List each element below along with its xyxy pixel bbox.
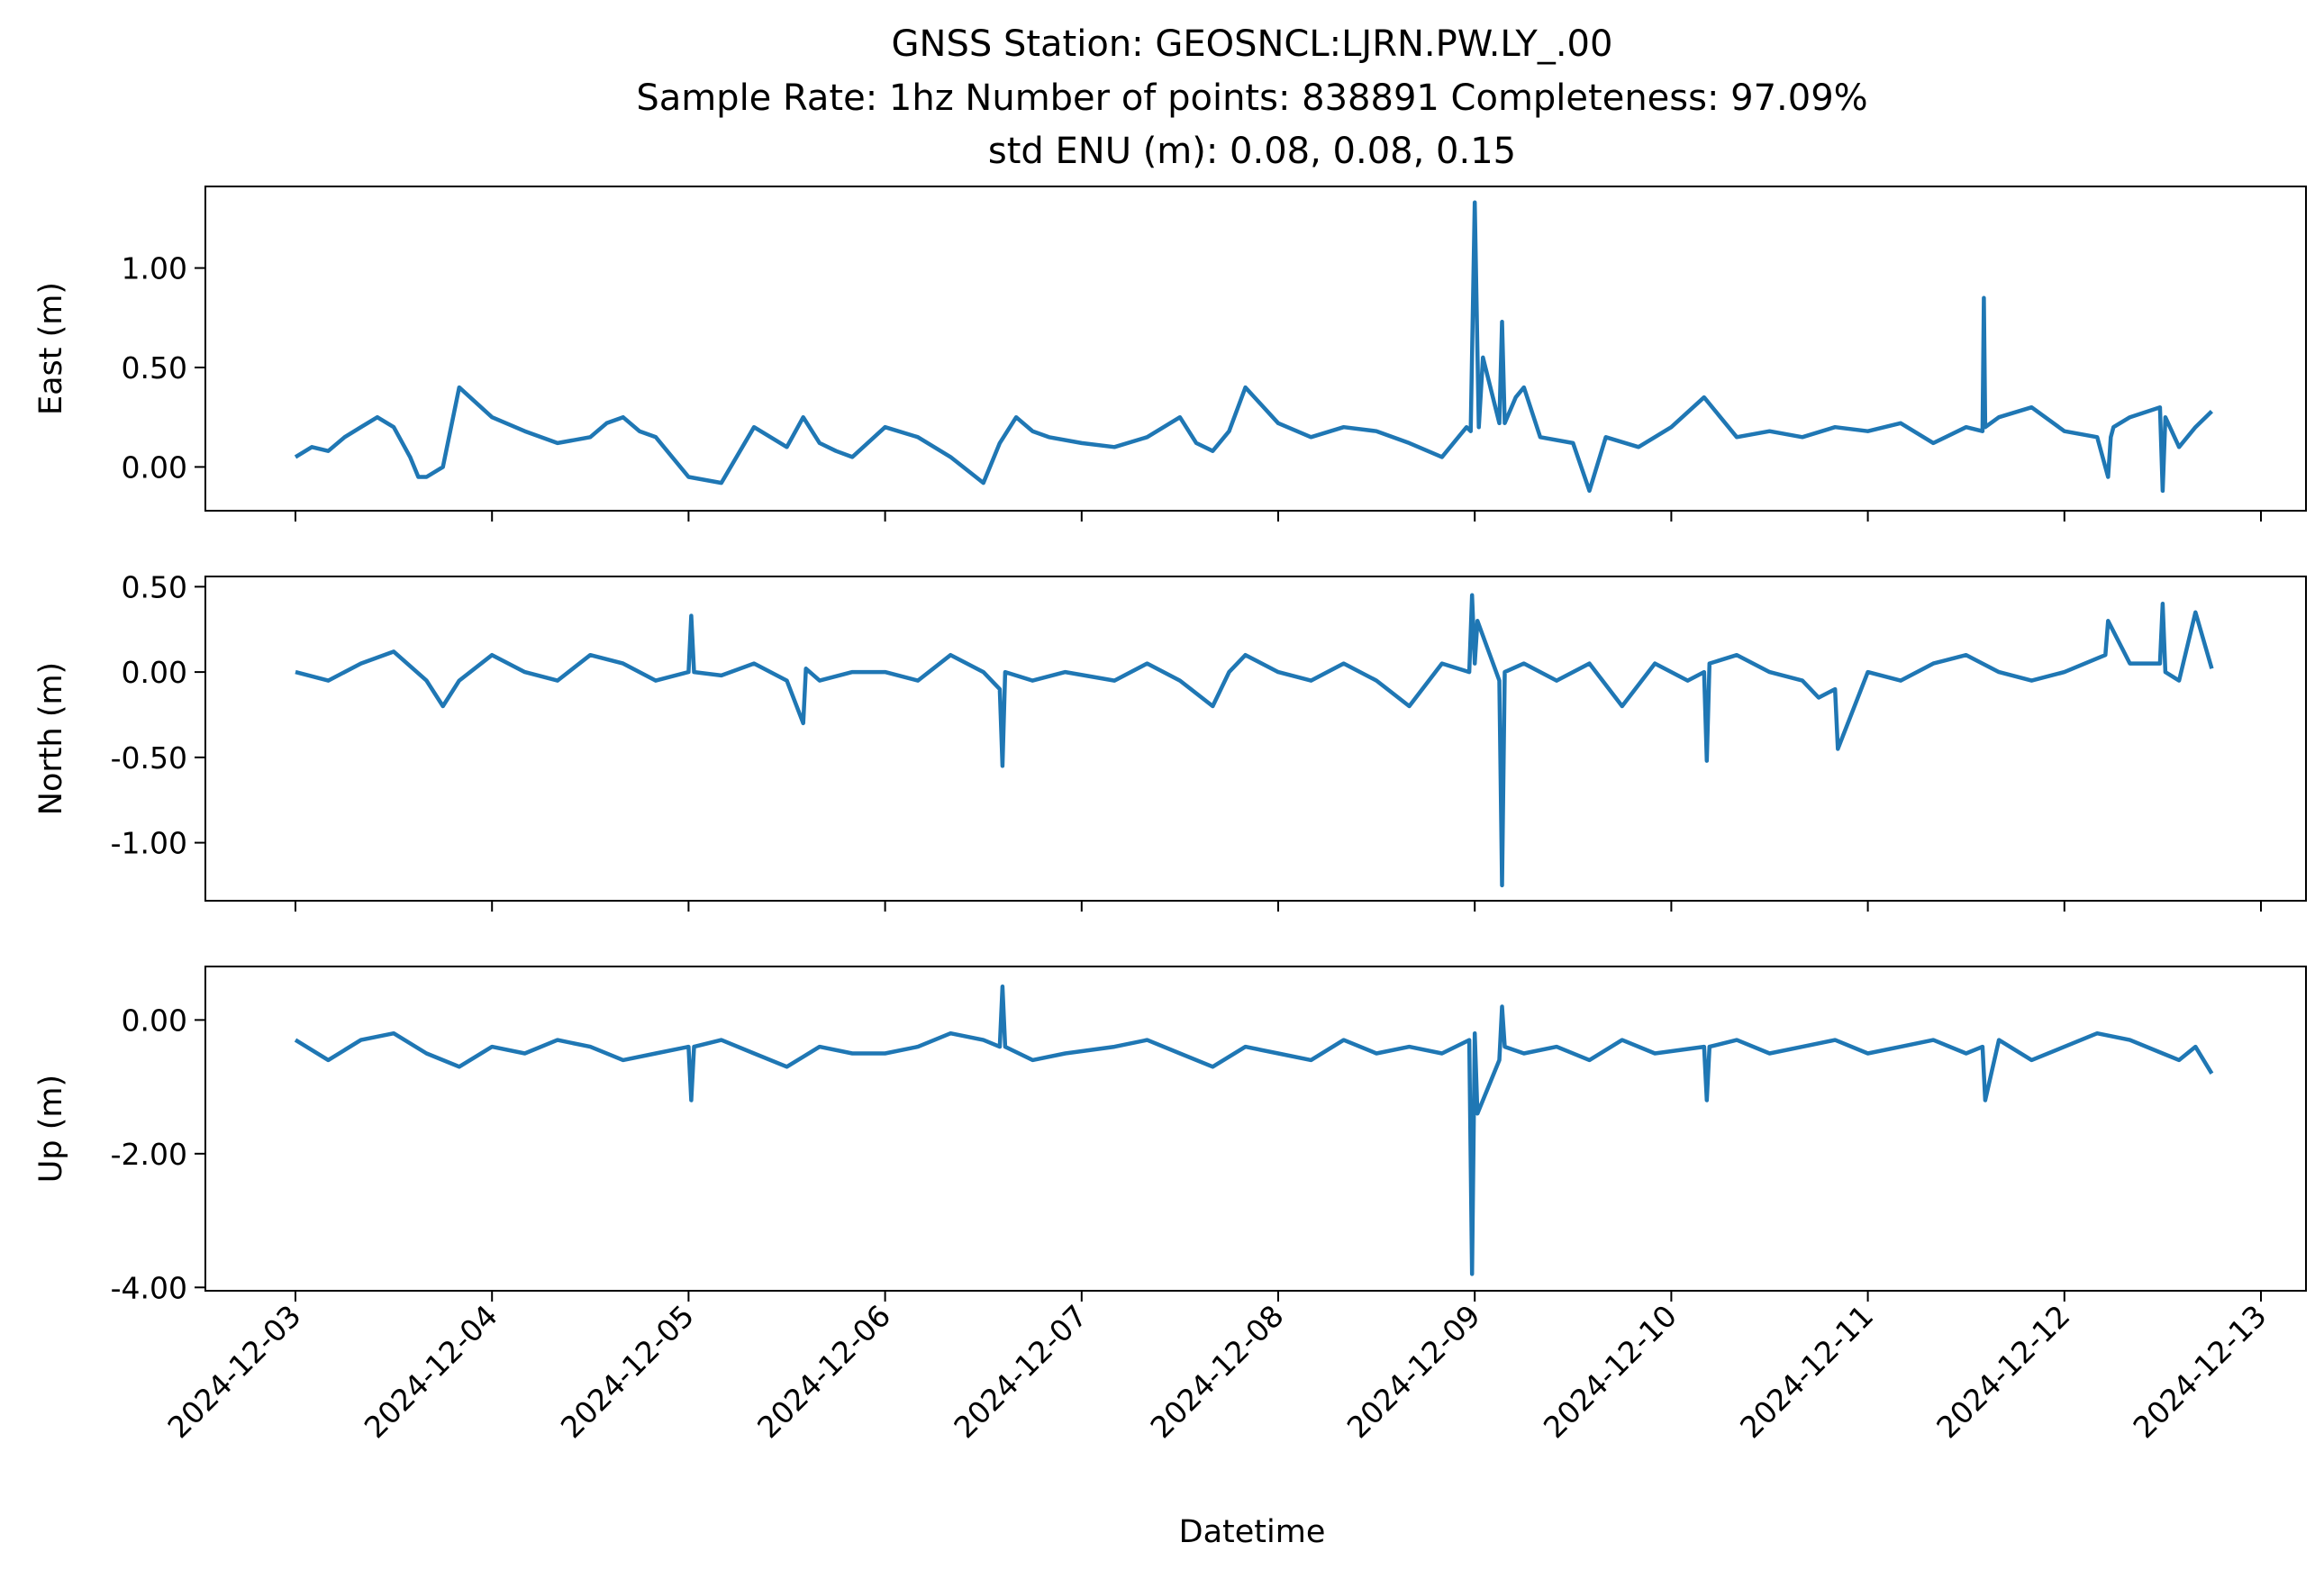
series-line-up — [294, 985, 2214, 1276]
y-tick-label: 1.00 — [122, 251, 187, 286]
y-tick-label: -4.00 — [111, 1270, 187, 1305]
y-tick-label: -2.00 — [111, 1137, 187, 1172]
y-axis-label: North (m) — [33, 662, 69, 815]
y-axis-label: Up (m) — [33, 1075, 69, 1183]
x-axis-label: Datetime — [1179, 1514, 1326, 1550]
y-tick-label: 0.00 — [122, 449, 187, 485]
panel-1: 1.00 0.50 0.00 East (m) — [33, 186, 2307, 522]
title-line-1: GNSS Station: GEOSNCL:LJRN.PW.LY_.00 — [892, 23, 1613, 65]
chart-title: GNSS Station: GEOSNCL:LJRN.PW.LY_.00 Sam… — [636, 23, 1867, 172]
title-line-3: std ENU (m): 0.08, 0.08, 0.15 — [988, 131, 1516, 172]
y-tick-label: 0.00 — [122, 655, 187, 690]
y-tick-label: 0.50 — [122, 569, 187, 604]
y-tick-label: 0.00 — [122, 1003, 187, 1038]
panel-frame — [204, 186, 2307, 512]
panel-frame — [204, 966, 2307, 1292]
panel-2: 0.50 0.00 -0.50 -1.00 North (m) — [33, 569, 2307, 912]
y-axis-label: East (m) — [33, 282, 69, 415]
y-tick-label: -0.50 — [111, 740, 187, 776]
y-tick-label: -1.00 — [111, 826, 187, 861]
series-line-east — [294, 200, 2213, 494]
title-line-2: Sample Rate: 1hz Number of points: 83889… — [636, 77, 1867, 119]
panel-frame — [204, 576, 2307, 902]
series-line-north — [295, 593, 2214, 888]
y-tick-label: 0.50 — [122, 350, 187, 386]
